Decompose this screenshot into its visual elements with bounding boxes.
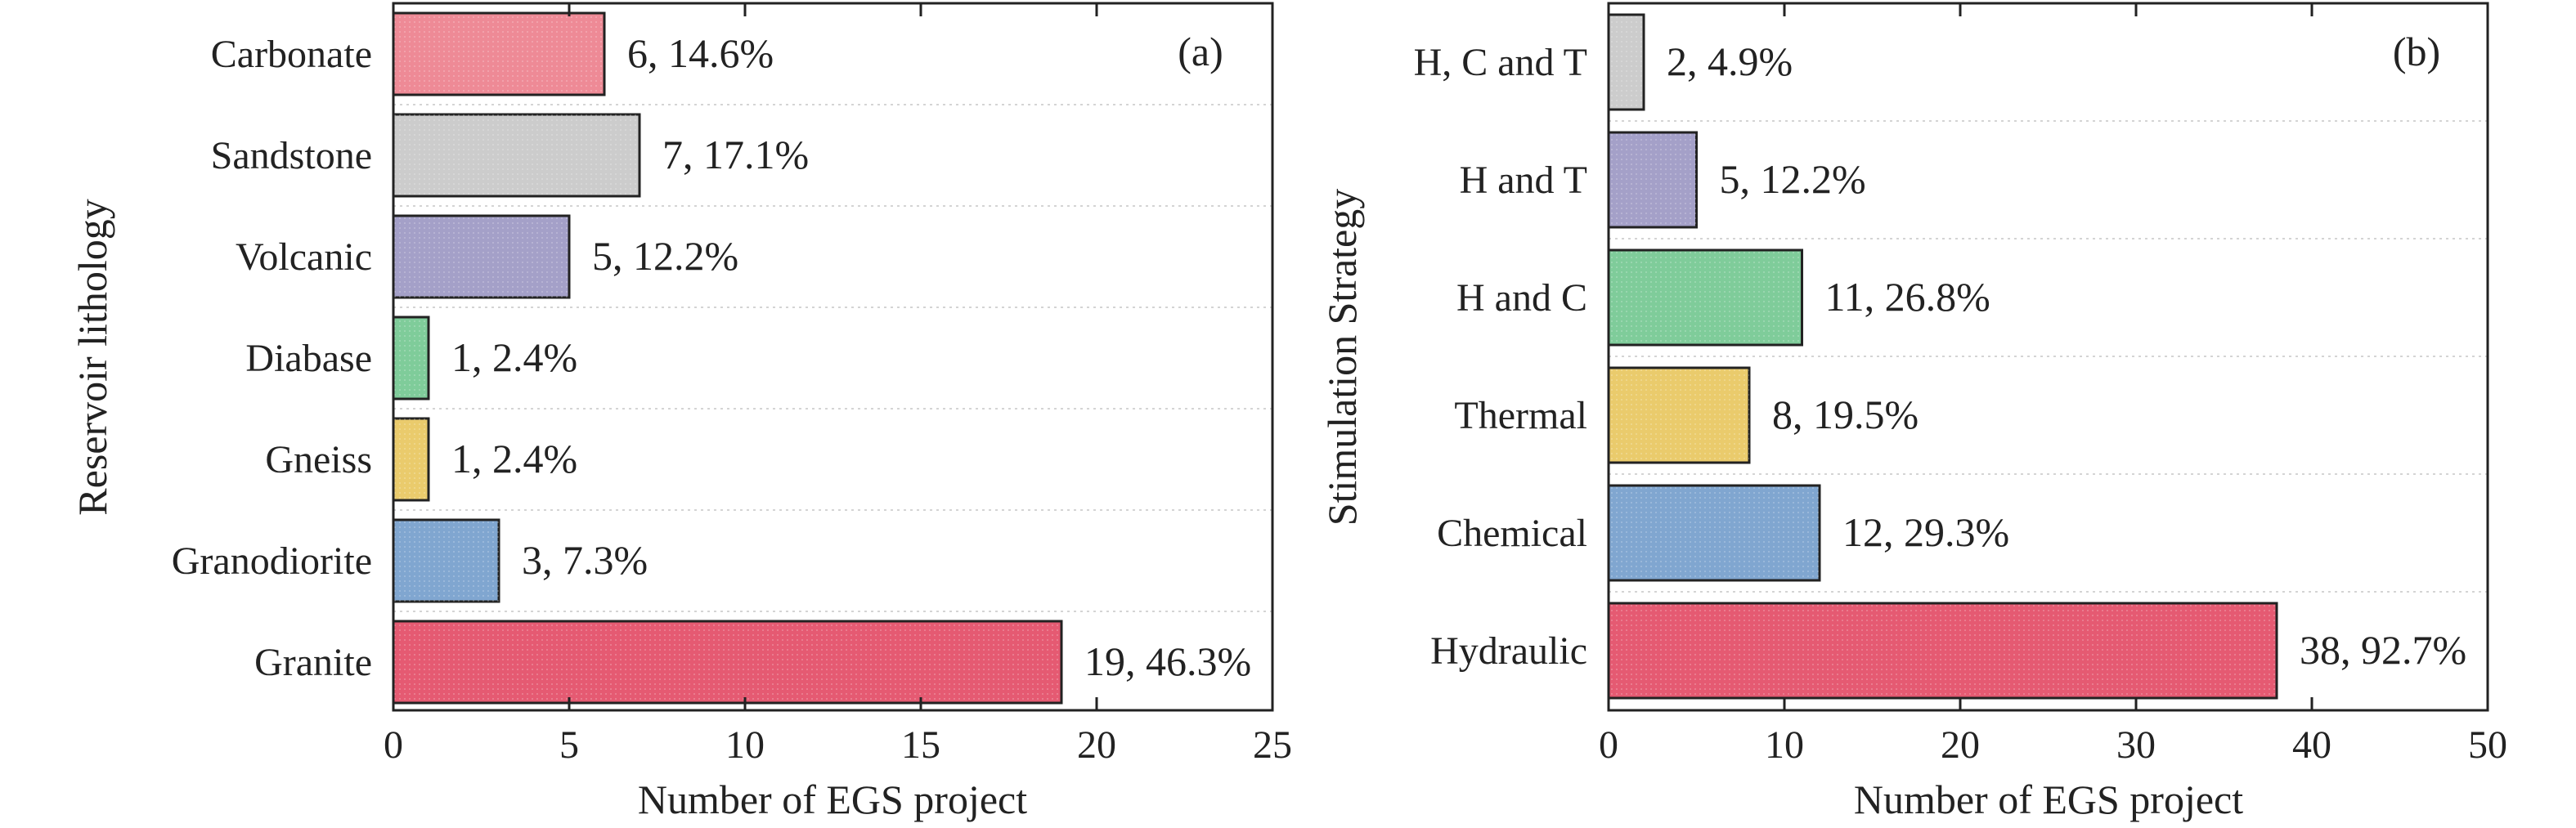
x-axis-title-a: Number of EGS project [638,777,1027,822]
bar-texture-b-3 [1609,368,1749,463]
bar-texture-b-4 [1609,486,1820,580]
category-label-b-2: H and C [1456,276,1587,320]
category-label-a-6: Granite [254,641,372,684]
category-label-a-2: Volcanic [236,235,372,279]
bar-texture-b-0 [1609,15,1644,110]
data-label-a-0: 6, 14.6% [627,30,774,76]
y-axis-title-b: Stimulation Strategy [1319,189,1365,526]
panel-a: Carbonate Sandstone Volcanic Diabase Gneiss G… [70,2,1292,822]
panel-tag-a: (a) [1178,29,1223,74]
bar-texture-b-1 [1609,132,1697,227]
data-label-b-0: 2, 4.9% [1667,38,1793,84]
x-tick-label-a-2: 10 [725,723,765,767]
x-axis-title-b: Number of EGS project [1854,777,2243,822]
data-label-a-3: 1, 2.4% [451,334,577,380]
bar-texture-a-5 [393,520,499,602]
category-label-b-3: Thermal [1454,394,1587,437]
y-axis-title-a: Reservoir lithology [70,199,115,515]
data-label-b-1: 5, 12.2% [1720,156,1866,202]
bar-texture-a-4 [393,418,429,500]
bar-texture-a-3 [393,317,429,399]
category-label-b-5: Hydraulic [1430,629,1587,673]
data-label-b-2: 11, 26.8% [1825,274,1990,320]
bar-texture-a-2 [393,216,569,298]
data-label-a-6: 19, 46.3% [1084,638,1251,684]
bar-texture-a-0 [393,13,604,95]
x-tick-label-a-0: 0 [384,723,403,767]
x-tick-label-a-5: 25 [1253,723,1292,767]
category-label-b-4: Chemical [1437,512,1587,555]
category-labels-a: Carbonate Sandstone Volcanic Diabase Gneiss G… [172,33,372,684]
category-label-b-1: H and T [1460,159,1587,202]
x-tick-label-a-4: 20 [1077,723,1116,767]
grid-a [393,104,1272,612]
x-tick-label-b-4: 40 [2292,723,2331,767]
panel-b: H, C and T H and T H and C Thermal Chemical H… [1319,2,2507,822]
x-tick-label-b-5: 50 [2468,723,2507,767]
category-label-b-0: H, C and T [1414,41,1587,84]
data-label-a-2: 5, 12.2% [592,233,738,279]
category-label-a-5: Granodiorite [172,539,372,583]
x-tick-label-b-3: 30 [2116,723,2156,767]
x-ticks-a: 0 5 10 15 20 25 [384,3,1292,767]
plot-frame-a [392,2,1274,712]
grid-b [1609,120,2488,593]
bar-texture-a-1 [393,114,640,196]
category-label-a-3: Diabase [245,337,372,380]
plot-frame-b [1607,2,2489,712]
data-label-a-1: 7, 17.1% [662,132,809,177]
bar-texture-b-2 [1609,250,1802,345]
x-tick-label-a-1: 5 [559,723,579,767]
category-labels-b: H, C and T H and T H and C Thermal Chemical H… [1414,41,1587,673]
category-label-a-1: Sandstone [211,134,372,177]
x-tick-label-b-0: 0 [1599,723,1618,767]
panel-tag-b: (b) [2393,29,2440,74]
x-tick-label-b-1: 10 [1765,723,1804,767]
data-label-a-5: 3, 7.3% [522,537,648,583]
bar-texture-b-5 [1609,603,2277,698]
category-label-a-4: Gneiss [265,438,372,481]
data-label-b-3: 8, 19.5% [1772,392,1919,437]
x-ticks-b: 0 10 20 30 40 50 [1599,3,2507,767]
value-labels-b: 2, 4.9% 5, 12.2% 11, 26.8% 8, 19.5% 12, 29.3… [1667,38,2466,673]
x-tick-label-b-2: 20 [1941,723,1980,767]
bar-texture-a-6 [393,621,1061,703]
category-label-a-0: Carbonate [211,33,372,76]
value-labels-a: 6, 14.6% 7, 17.1% 5, 12.2% 1, 2.4% 1, 2.4% 3,… [451,30,1251,684]
data-label-b-4: 12, 29.3% [1842,509,2009,555]
data-label-b-5: 38, 92.7% [2300,627,2466,673]
x-tick-label-a-3: 15 [901,723,940,767]
data-label-a-4: 1, 2.4% [451,436,577,481]
